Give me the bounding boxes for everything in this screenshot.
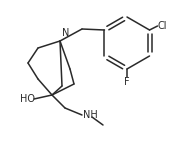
Text: F: F — [124, 77, 130, 87]
Text: NH: NH — [83, 110, 98, 120]
Text: N: N — [62, 28, 69, 38]
Text: HO: HO — [20, 94, 35, 104]
Text: Cl: Cl — [157, 21, 167, 31]
